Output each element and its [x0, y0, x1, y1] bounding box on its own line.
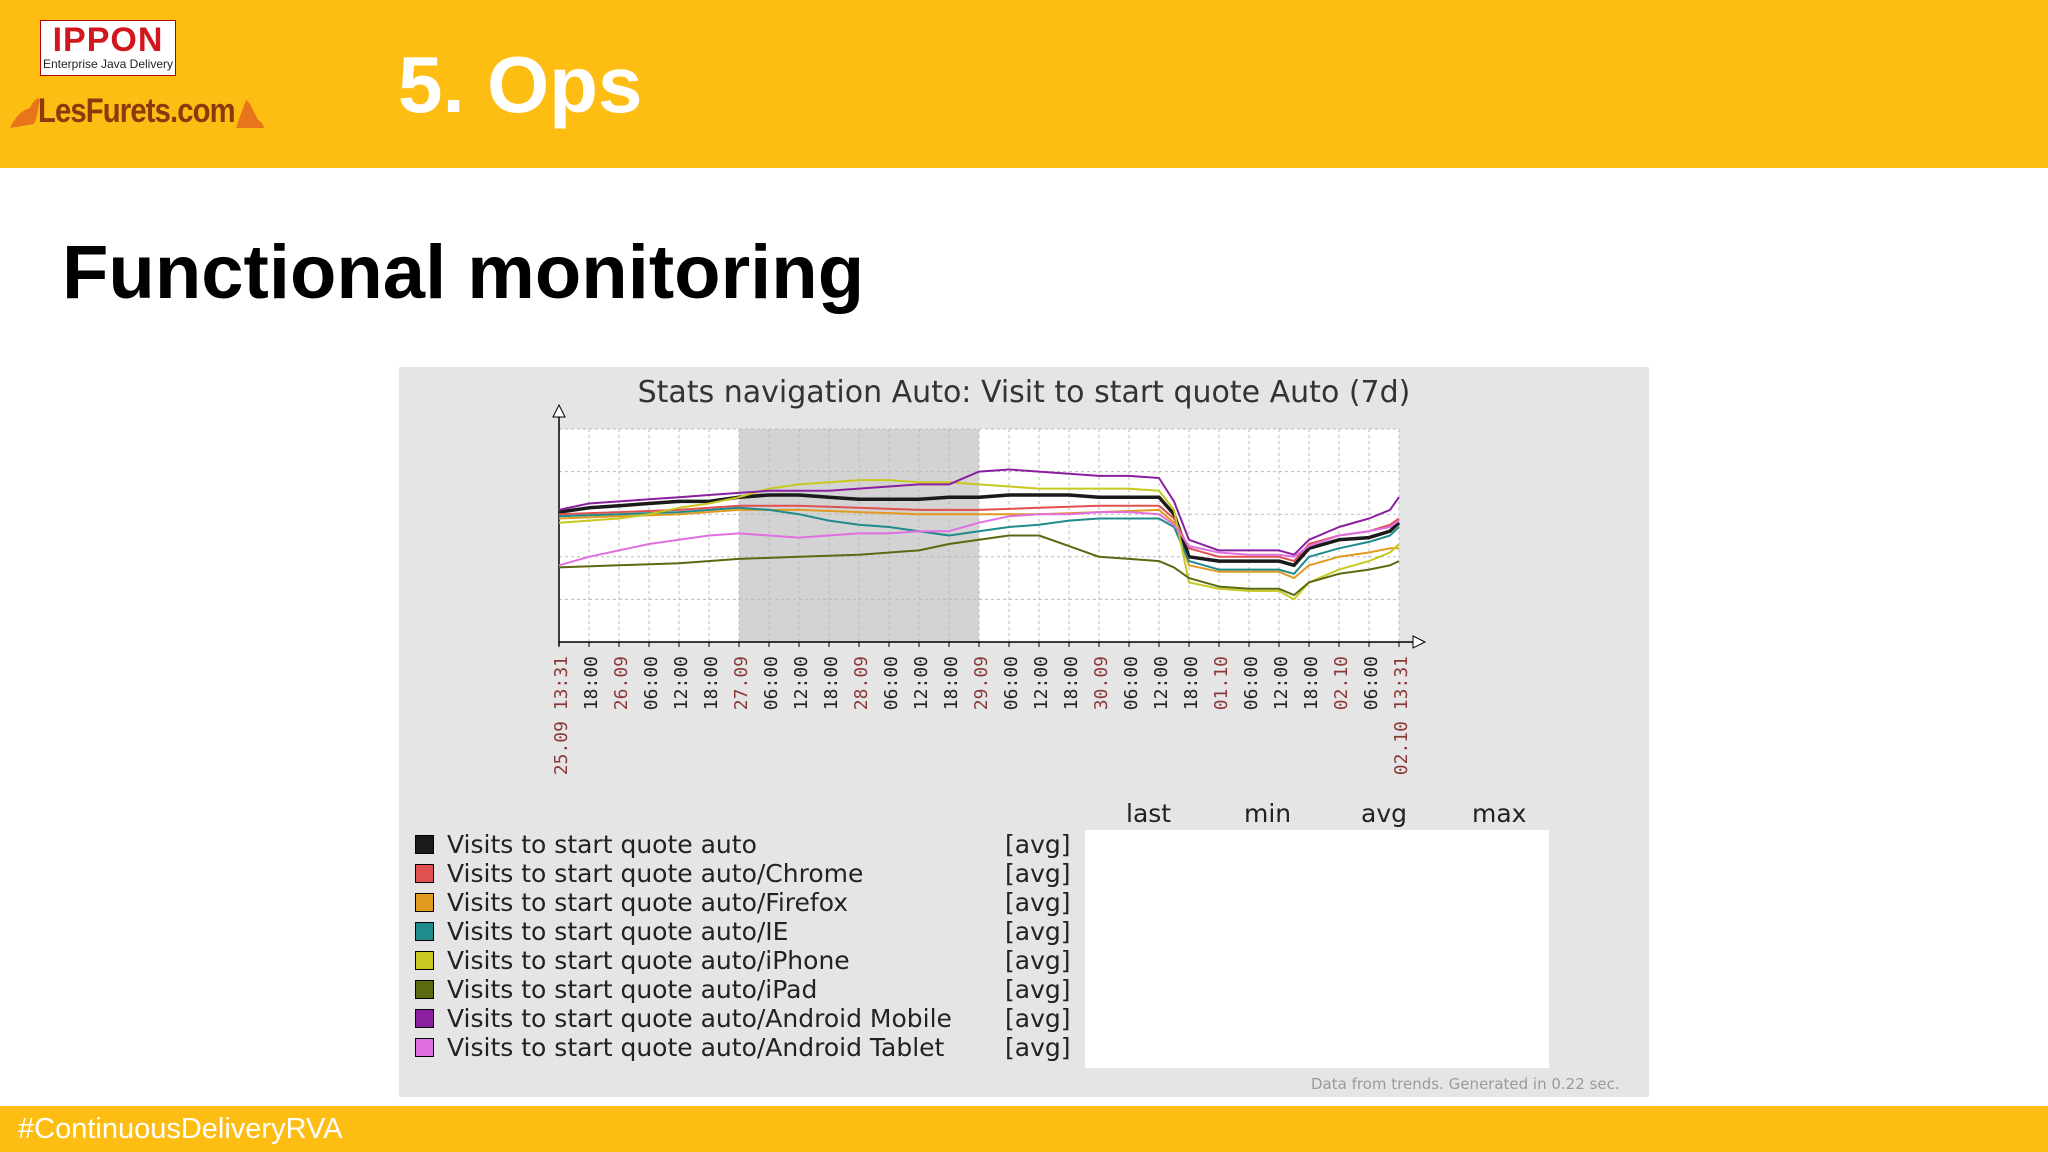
x-tick-label: 06:00 [1001, 656, 1022, 710]
x-tick-label: 18:00 [1301, 656, 1322, 710]
x-tick-label: 18:00 [821, 656, 842, 710]
legend-label: Visits to start quote auto [447, 830, 757, 859]
legend-column-min: min [1244, 799, 1292, 828]
legend-item: Visits to start quote auto/Chrome [avg] [415, 859, 1075, 888]
series-line-8 [558, 511, 1400, 567]
x-tick-label: 02.10 [1331, 656, 1352, 710]
legend-swatch [415, 893, 434, 912]
x-tick-label: 01.10 [1211, 656, 1232, 710]
series-line-4 [558, 506, 1400, 575]
x-tick-label: 06:00 [1241, 656, 1262, 710]
x-tick-label: 18:00 [701, 656, 722, 710]
legend-function: [avg] [1005, 975, 1071, 1004]
lesfurets-logo-text: LesFurets.com [38, 92, 236, 130]
series-line-6 [558, 534, 1400, 597]
x-tick-label: 18:00 [581, 656, 602, 710]
legend-label: Visits to start quote auto/Android Table… [447, 1033, 945, 1062]
x-tick-label: 25.09 13:31 [551, 656, 572, 775]
chart-plot: 25.09 13:31 18:00 26.09 06:00 12:00 18:00 27.0… [551, 403, 1427, 775]
x-tick-label: 06:00 [1121, 656, 1142, 710]
legend-function: [avg] [1005, 830, 1071, 859]
ferret-icon [10, 98, 264, 128]
x-tick-label: 12:00 [1151, 656, 1172, 710]
x-tick-label: 06:00 [1361, 656, 1382, 710]
legend-swatch [415, 1038, 434, 1057]
legend-label: Visits to start quote auto/iPhone [447, 946, 850, 975]
y-axis-arrow [552, 403, 566, 418]
legend-item: Visits to start quote auto/IE [avg] [415, 917, 1075, 946]
legend-function: [avg] [1005, 946, 1071, 975]
ippon-logo-name: IPPON [52, 21, 164, 59]
ippon-logo: IPPON Enterprise Java Delivery [40, 20, 176, 76]
legend-function: [avg] [1005, 1033, 1071, 1062]
legend-item: Visits to start quote auto/Firefox [avg] [415, 888, 1075, 917]
x-tick-label: 28.09 [851, 656, 872, 710]
x-tick-label: 12:00 [671, 656, 692, 710]
x-tick-label: 27.09 [731, 656, 752, 710]
legend-swatch [415, 864, 434, 883]
legend-item: Visits to start quote auto/iPhone [avg] [415, 946, 1075, 975]
chart-footnote: Data from trends. Generated in 0.22 sec. [1311, 1075, 1620, 1093]
legend-values-panel [1085, 830, 1549, 1068]
series-line-7 [558, 468, 1400, 556]
chart-title: Stats navigation Auto: Visit to start qu… [637, 375, 1411, 410]
legend-function: [avg] [1005, 888, 1071, 917]
legend-function: [avg] [1005, 1004, 1071, 1033]
footer-bar [0, 1106, 2048, 1152]
legend-function: [avg] [1005, 917, 1071, 946]
legend-label: Visits to start quote auto/IE [447, 917, 789, 946]
legend-item: Visits to start quote auto/Android Mobil… [415, 1004, 1075, 1033]
legend-swatch [415, 922, 434, 941]
legend-item: Visits to start quote auto/Android Table… [415, 1033, 1075, 1062]
legend-swatch [415, 980, 434, 999]
series-line-1 [558, 493, 1401, 568]
x-tick-label: 06:00 [761, 656, 782, 710]
x-tick-label: 18:00 [1061, 656, 1082, 710]
legend-swatch [415, 1009, 434, 1028]
x-tick-label: 18:00 [941, 656, 962, 710]
monitoring-chart: 25.09 13:31 18:00 26.09 06:00 12:00 18:00 27.0… [399, 367, 1649, 1097]
x-tick-label: 12:00 [911, 656, 932, 710]
x-tick-label: 29.09 [971, 656, 992, 710]
legend-label: Visits to start quote auto/Chrome [447, 859, 864, 888]
legend-column-last: last [1126, 799, 1172, 828]
x-tick-label: 12:00 [791, 656, 812, 710]
section-title: 5. Ops [398, 40, 643, 129]
x-tick-label: 30.09 [1091, 656, 1112, 710]
legend-swatch [415, 951, 434, 970]
header-bar: IPPON Enterprise Java Delivery LesFurets… [0, 0, 2048, 168]
x-tick-label: 12:00 [1031, 656, 1052, 710]
legend-label: Visits to start quote auto/iPad [447, 975, 818, 1004]
legend-item: Visits to start quote auto/iPad [avg] [415, 975, 1075, 1004]
ippon-logo-tagline: Enterprise Java Delivery [42, 57, 174, 71]
footer-hashtag: #ContinuousDeliveryRVA [18, 1113, 343, 1145]
x-tick-label: 18:00 [1181, 656, 1202, 710]
legend-swatch [415, 835, 434, 854]
x-axis-arrow [1412, 635, 1427, 649]
legend-column-max: max [1472, 799, 1527, 828]
legend-function: [avg] [1005, 859, 1071, 888]
series-line-5 [558, 479, 1400, 601]
x-tick-label: 26.09 [611, 656, 632, 710]
slide-title: Functional monitoring [62, 230, 865, 315]
x-tick-label: 02.10 13:31 [1391, 656, 1412, 775]
legend-label: Visits to start quote auto/Firefox [447, 888, 849, 917]
legend-item: Visits to start quote auto [avg] [415, 830, 1075, 859]
legend-column-avg: avg [1361, 799, 1407, 828]
x-tick-label: 06:00 [881, 656, 902, 710]
x-tick-label: 06:00 [641, 656, 662, 710]
x-tick-label: 12:00 [1271, 656, 1292, 710]
lesfurets-logo: LesFurets.com [8, 90, 264, 132]
legend-label: Visits to start quote auto/Android Mobil… [447, 1004, 952, 1033]
